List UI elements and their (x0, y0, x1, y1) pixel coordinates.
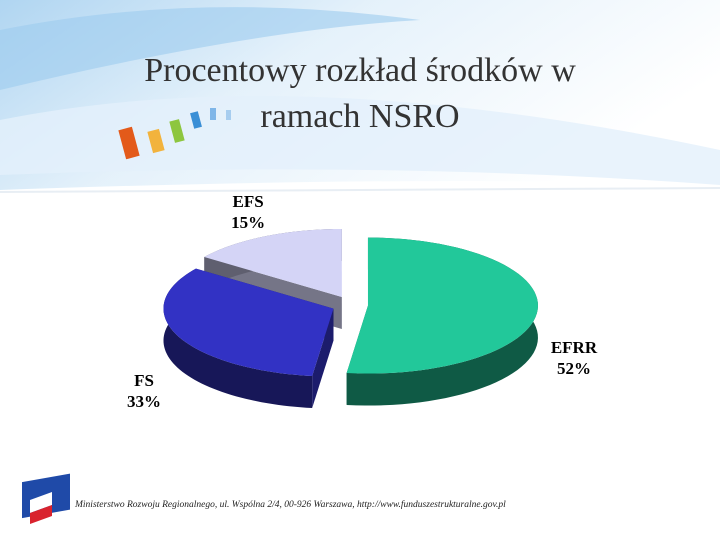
footer: Ministerstwo Rozwoju Regionalnego, ul. W… (75, 500, 506, 510)
slice-value-label: 52% (557, 359, 591, 378)
slice-top (163, 268, 334, 377)
slice-category-label: EFRR (551, 338, 598, 357)
slice-value-label: 15% (231, 213, 265, 232)
decor-squares (118, 108, 231, 160)
slice-side (163, 268, 313, 409)
slice-value-label: 33% (127, 392, 161, 411)
pie-slice (346, 237, 538, 406)
logo (22, 473, 70, 524)
swoosh (0, 7, 420, 91)
pie-slice (163, 268, 334, 409)
slice-top (346, 237, 538, 374)
slice-category-label: FS (134, 371, 154, 390)
swoosh (0, 96, 720, 185)
slide-title: Procentowy rozkład środków w ramach NSRO (144, 52, 576, 135)
slice-top (204, 228, 342, 297)
slice-category-label: EFS (233, 192, 264, 211)
divider (0, 187, 720, 193)
